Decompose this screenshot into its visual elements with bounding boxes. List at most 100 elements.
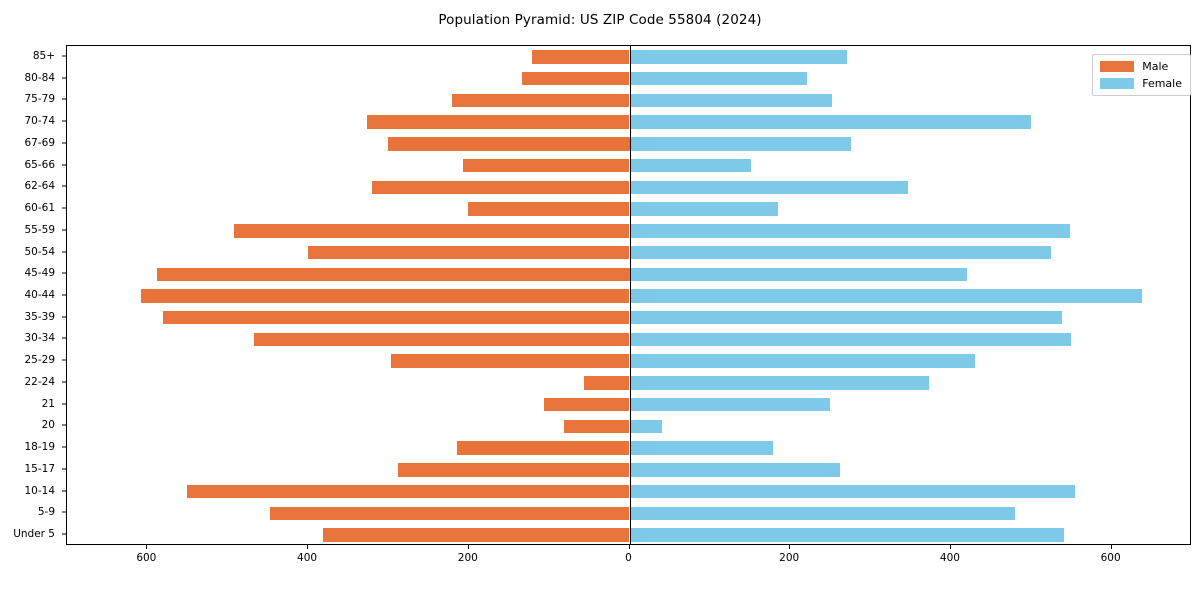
chart-legend: Male Female bbox=[1092, 54, 1191, 96]
bar-female[interactable] bbox=[629, 158, 751, 173]
bar-row bbox=[67, 115, 1190, 129]
bar-female[interactable] bbox=[629, 202, 779, 216]
y-tick-mark bbox=[62, 77, 66, 79]
bar-female[interactable] bbox=[629, 71, 808, 86]
bar-male[interactable] bbox=[371, 180, 630, 195]
bar-female[interactable] bbox=[629, 289, 1143, 303]
y-tick-label: 35-39 bbox=[24, 310, 55, 323]
x-tick-label: 200 bbox=[779, 552, 800, 564]
zero-axis-line bbox=[629, 46, 631, 544]
bar-male[interactable] bbox=[390, 354, 630, 368]
bar-female[interactable] bbox=[629, 506, 1016, 521]
y-tick-mark bbox=[62, 468, 66, 470]
y-tick-mark bbox=[62, 185, 66, 187]
bar-male[interactable] bbox=[254, 332, 630, 347]
bar-male[interactable] bbox=[583, 376, 630, 390]
bar-male[interactable] bbox=[467, 202, 630, 216]
bar-male[interactable] bbox=[308, 245, 630, 260]
bar-female[interactable] bbox=[629, 180, 909, 195]
bar-female[interactable] bbox=[629, 484, 1075, 499]
bar-row bbox=[67, 397, 1190, 412]
legend-item-female[interactable]: Female bbox=[1100, 77, 1182, 90]
bar-male[interactable] bbox=[387, 137, 630, 151]
y-tick-mark bbox=[62, 511, 66, 513]
bar-male[interactable] bbox=[163, 311, 630, 325]
bar-female[interactable] bbox=[629, 397, 830, 412]
y-tick-label: 70-74 bbox=[24, 115, 55, 128]
bar-row bbox=[67, 224, 1190, 238]
bar-male[interactable] bbox=[322, 528, 630, 542]
y-tick-label: 20 bbox=[41, 419, 55, 432]
bar-female[interactable] bbox=[629, 115, 1032, 129]
y-tick-label: 15-17 bbox=[24, 462, 55, 475]
y-tick-mark bbox=[62, 403, 66, 405]
bar-male[interactable] bbox=[140, 289, 630, 303]
bar-female[interactable] bbox=[629, 137, 852, 151]
x-tick-label: 400 bbox=[297, 552, 318, 564]
y-tick-mark bbox=[62, 229, 66, 231]
bar-male[interactable] bbox=[463, 158, 630, 173]
y-tick-label: 50-54 bbox=[24, 245, 55, 258]
bar-male[interactable] bbox=[157, 267, 630, 281]
y-tick-label: 62-64 bbox=[24, 180, 55, 193]
y-tick-label: 5-9 bbox=[37, 506, 55, 519]
bar-row bbox=[67, 528, 1190, 542]
x-tick-mark bbox=[789, 545, 791, 549]
bar-male[interactable] bbox=[451, 93, 630, 108]
y-tick-label: 18-19 bbox=[24, 441, 55, 454]
legend-label: Male bbox=[1142, 60, 1169, 73]
y-tick-mark bbox=[62, 207, 66, 209]
y-tick-mark bbox=[62, 490, 66, 492]
bar-female[interactable] bbox=[629, 528, 1065, 542]
bar-row bbox=[67, 441, 1190, 455]
bar-row bbox=[67, 419, 1190, 434]
bar-row bbox=[67, 137, 1190, 151]
bar-male[interactable] bbox=[532, 50, 630, 64]
bar-row bbox=[67, 202, 1190, 216]
y-tick-label: 80-84 bbox=[24, 71, 55, 84]
bar-female[interactable] bbox=[629, 224, 1070, 238]
bar-row bbox=[67, 158, 1190, 173]
y-tick-mark bbox=[62, 446, 66, 448]
legend-item-male[interactable]: Male bbox=[1100, 60, 1182, 73]
bar-row bbox=[67, 245, 1190, 260]
bar-female[interactable] bbox=[629, 311, 1062, 325]
y-tick-label: 10-14 bbox=[24, 484, 55, 497]
bar-female[interactable] bbox=[629, 441, 773, 455]
x-tick-mark bbox=[949, 545, 951, 549]
bar-female[interactable] bbox=[629, 419, 662, 434]
x-tick-mark bbox=[307, 545, 309, 549]
bar-row bbox=[67, 267, 1190, 281]
y-tick-label: 67-69 bbox=[24, 136, 55, 149]
y-tick-mark bbox=[62, 120, 66, 122]
bar-female[interactable] bbox=[629, 50, 848, 64]
x-tick-mark bbox=[628, 545, 630, 549]
bar-male[interactable] bbox=[521, 71, 630, 86]
x-tick-label: 0 bbox=[625, 552, 632, 564]
bar-row bbox=[67, 50, 1190, 64]
y-tick-label: 65-66 bbox=[24, 158, 55, 171]
bar-row bbox=[67, 311, 1190, 325]
bar-male[interactable] bbox=[543, 397, 630, 412]
bar-female[interactable] bbox=[629, 93, 832, 108]
bar-male[interactable] bbox=[234, 224, 630, 238]
bar-female[interactable] bbox=[629, 267, 967, 281]
legend-swatch-male bbox=[1100, 61, 1135, 72]
bar-male[interactable] bbox=[186, 484, 630, 499]
bar-male[interactable] bbox=[366, 115, 630, 129]
y-tick-label: 55-59 bbox=[24, 223, 55, 236]
x-tick-label: 200 bbox=[457, 552, 478, 564]
bar-female[interactable] bbox=[629, 463, 841, 477]
bar-female[interactable] bbox=[629, 376, 930, 390]
bar-female[interactable] bbox=[629, 245, 1052, 260]
bar-male[interactable] bbox=[398, 463, 630, 477]
y-tick-label: 60-61 bbox=[24, 202, 55, 215]
bar-female[interactable] bbox=[629, 354, 976, 368]
bar-female[interactable] bbox=[629, 332, 1071, 347]
bar-male[interactable] bbox=[563, 419, 630, 434]
bar-male[interactable] bbox=[270, 506, 630, 521]
bars-layer bbox=[67, 46, 1190, 544]
bar-male[interactable] bbox=[456, 441, 630, 455]
bar-row bbox=[67, 354, 1190, 368]
